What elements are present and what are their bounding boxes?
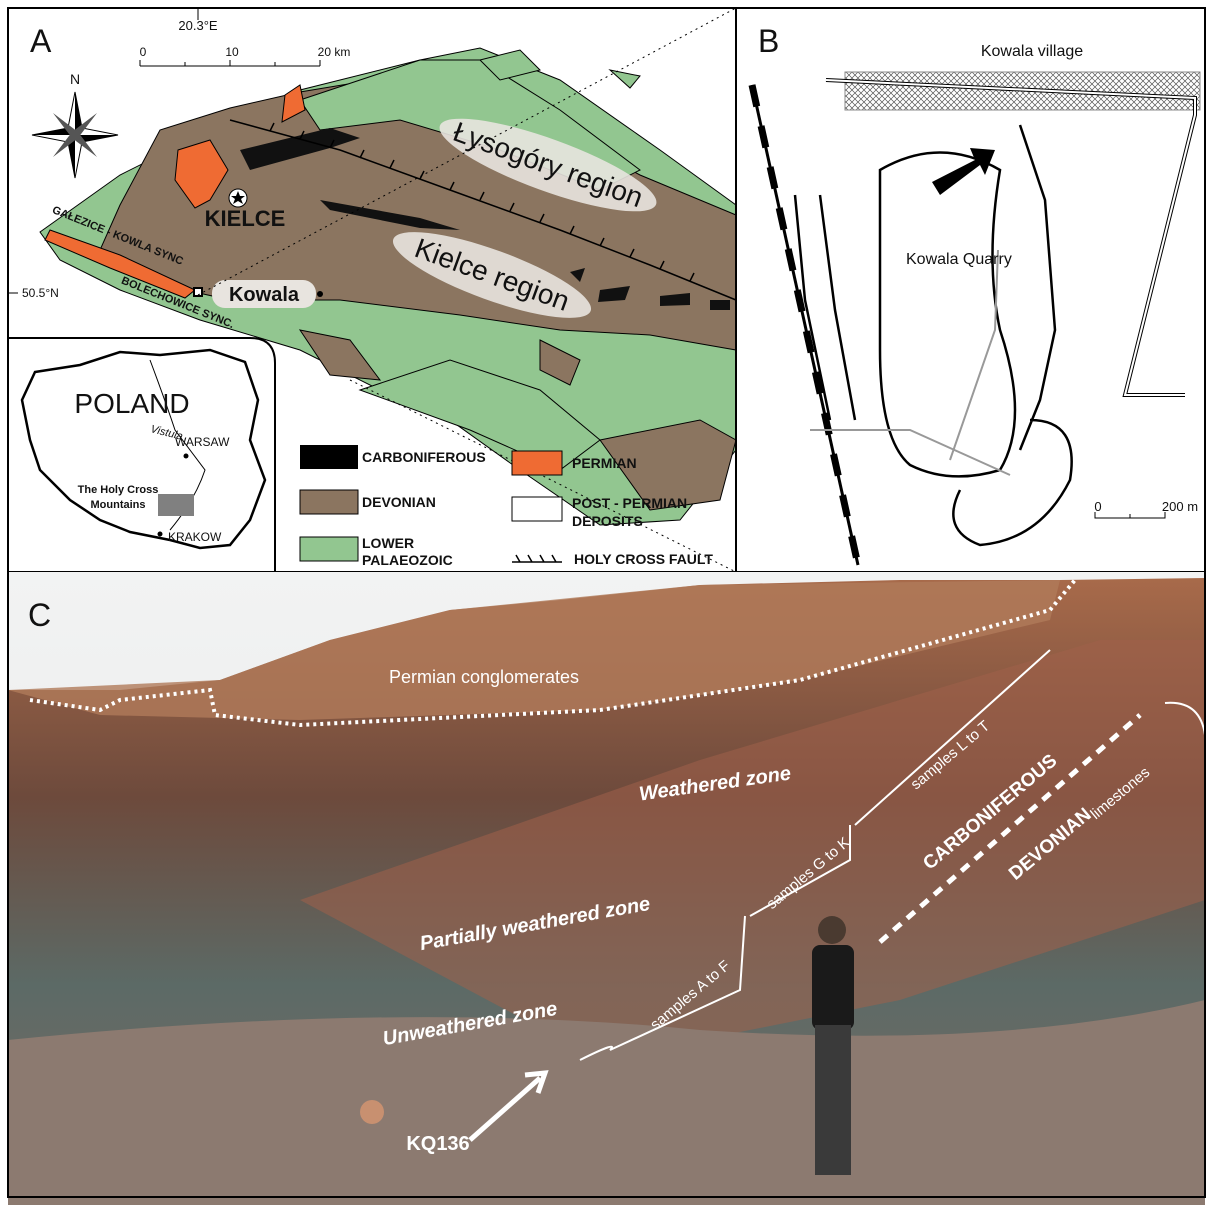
panel-a-map-shape <box>193 287 203 297</box>
label: PERMIAN <box>572 455 637 471</box>
label: WARSAW <box>175 435 230 449</box>
label: Mountains <box>91 499 146 511</box>
panel-a-map-shape <box>539 339 581 386</box>
label: KIELCE <box>205 206 286 231</box>
label: The Holy Cross <box>78 484 159 496</box>
panel-c-photo <box>8 572 1206 1205</box>
label: PALAEOZOIC <box>362 552 453 568</box>
panel-a-map-shape <box>599 419 737 511</box>
label: N <box>70 71 80 87</box>
label: 0 <box>140 45 147 59</box>
label: Permian conglomerates <box>389 667 579 687</box>
inset-map-shape <box>158 494 194 516</box>
inset-map <box>7 337 276 573</box>
label: Kowala village <box>981 43 1083 60</box>
panel-a-map-shape <box>570 268 730 310</box>
legend-shape <box>299 489 359 515</box>
panel-a-map-shape <box>53 113 97 157</box>
label: C <box>28 597 51 633</box>
panel-c-photo-shape <box>360 1100 384 1124</box>
panel-a-map-shape <box>439 118 657 212</box>
panel-c-photo-shape <box>815 1025 851 1175</box>
label: 50.5°N <box>22 286 59 300</box>
label: B <box>758 23 779 59</box>
panel-c-photo-shape <box>8 580 1060 720</box>
panel-b-map-shape <box>793 124 1073 547</box>
label: CARBONIFEROUS <box>362 449 486 465</box>
label: 20 km <box>318 45 351 59</box>
panel-b-map-shape <box>810 249 1011 476</box>
panel-a-map-shape <box>320 200 460 230</box>
label: DEPOSITS <box>572 513 643 529</box>
panel-c-photo-shape <box>812 945 854 1030</box>
label: POLAND <box>74 388 189 419</box>
legend-shape <box>511 496 563 522</box>
panel-a-map-shape <box>281 84 306 123</box>
legend-shape <box>511 450 563 476</box>
label: HOLY CROSS FAULT <box>574 551 713 567</box>
legend-shape: CARBONIFEROUS PERMIAN DEVONIAN POST - PE… <box>362 449 713 568</box>
panel-c-photo-shape <box>1164 701 1206 736</box>
legend-shape <box>300 445 358 469</box>
panel-a-map-shape <box>269 122 695 282</box>
inset-map-shape <box>183 453 189 459</box>
panel-b-map <box>735 7 1206 573</box>
label: Kowala Quarry <box>906 251 1012 268</box>
panel-c-photo-shape <box>878 713 1142 944</box>
frame <box>7 7 1206 1198</box>
label: KQ136 <box>406 1133 469 1155</box>
panel-b-labels: B Kowala village Kowala Quarry 0 200 m <box>758 23 1198 514</box>
panel-c-photo-shape <box>300 640 1205 1060</box>
label: 10 <box>225 45 239 59</box>
panel-a-map-shape <box>479 49 541 81</box>
panel-a-map-shape <box>229 119 737 301</box>
panel-a-map-shape <box>174 139 229 209</box>
panel-a-map-shape <box>231 191 245 204</box>
label: 0 <box>1094 499 1101 514</box>
panel-c-photo-shape <box>818 916 846 944</box>
panel-a-map-shape <box>317 291 323 297</box>
panel-c-photo-shape <box>8 1000 1205 1205</box>
inset-map-shape <box>20 348 267 550</box>
label: LOWER <box>362 535 414 551</box>
label: A <box>30 23 52 59</box>
panel-a-map-shape <box>392 232 592 318</box>
legend-shape <box>299 536 359 562</box>
panel-a-map-shape <box>298 329 382 381</box>
panel-c-photo-shape <box>579 649 1051 1061</box>
panel-b-map-shape <box>1094 512 1166 519</box>
legend: CARBONIFEROUS PERMIAN DEVONIAN POST - PE… <box>299 445 713 568</box>
panel-a-map-shape <box>139 60 321 67</box>
label: 20.3°E <box>178 18 218 33</box>
inset-map-shape <box>157 531 163 537</box>
panel-a-map-shape <box>212 280 316 308</box>
panel-a-map-shape <box>32 92 118 178</box>
panel-b-map-shape <box>932 148 995 195</box>
legend-shape <box>512 554 562 563</box>
panel-b-map-shape <box>750 84 860 566</box>
label: 200 m <box>1162 499 1198 514</box>
panel-a-map-shape <box>240 128 360 170</box>
label: POST - PERMIAN <box>572 495 687 511</box>
panel-a-map-shape <box>608 69 641 89</box>
label: KRAKOW <box>168 530 222 544</box>
label: DEVONIAN <box>362 494 436 510</box>
panel-a-map-shape <box>44 229 196 299</box>
panel-c-photo-shape <box>468 1070 549 1142</box>
label: Kowala <box>229 284 300 306</box>
panel-b-map-shape <box>825 79 1196 396</box>
